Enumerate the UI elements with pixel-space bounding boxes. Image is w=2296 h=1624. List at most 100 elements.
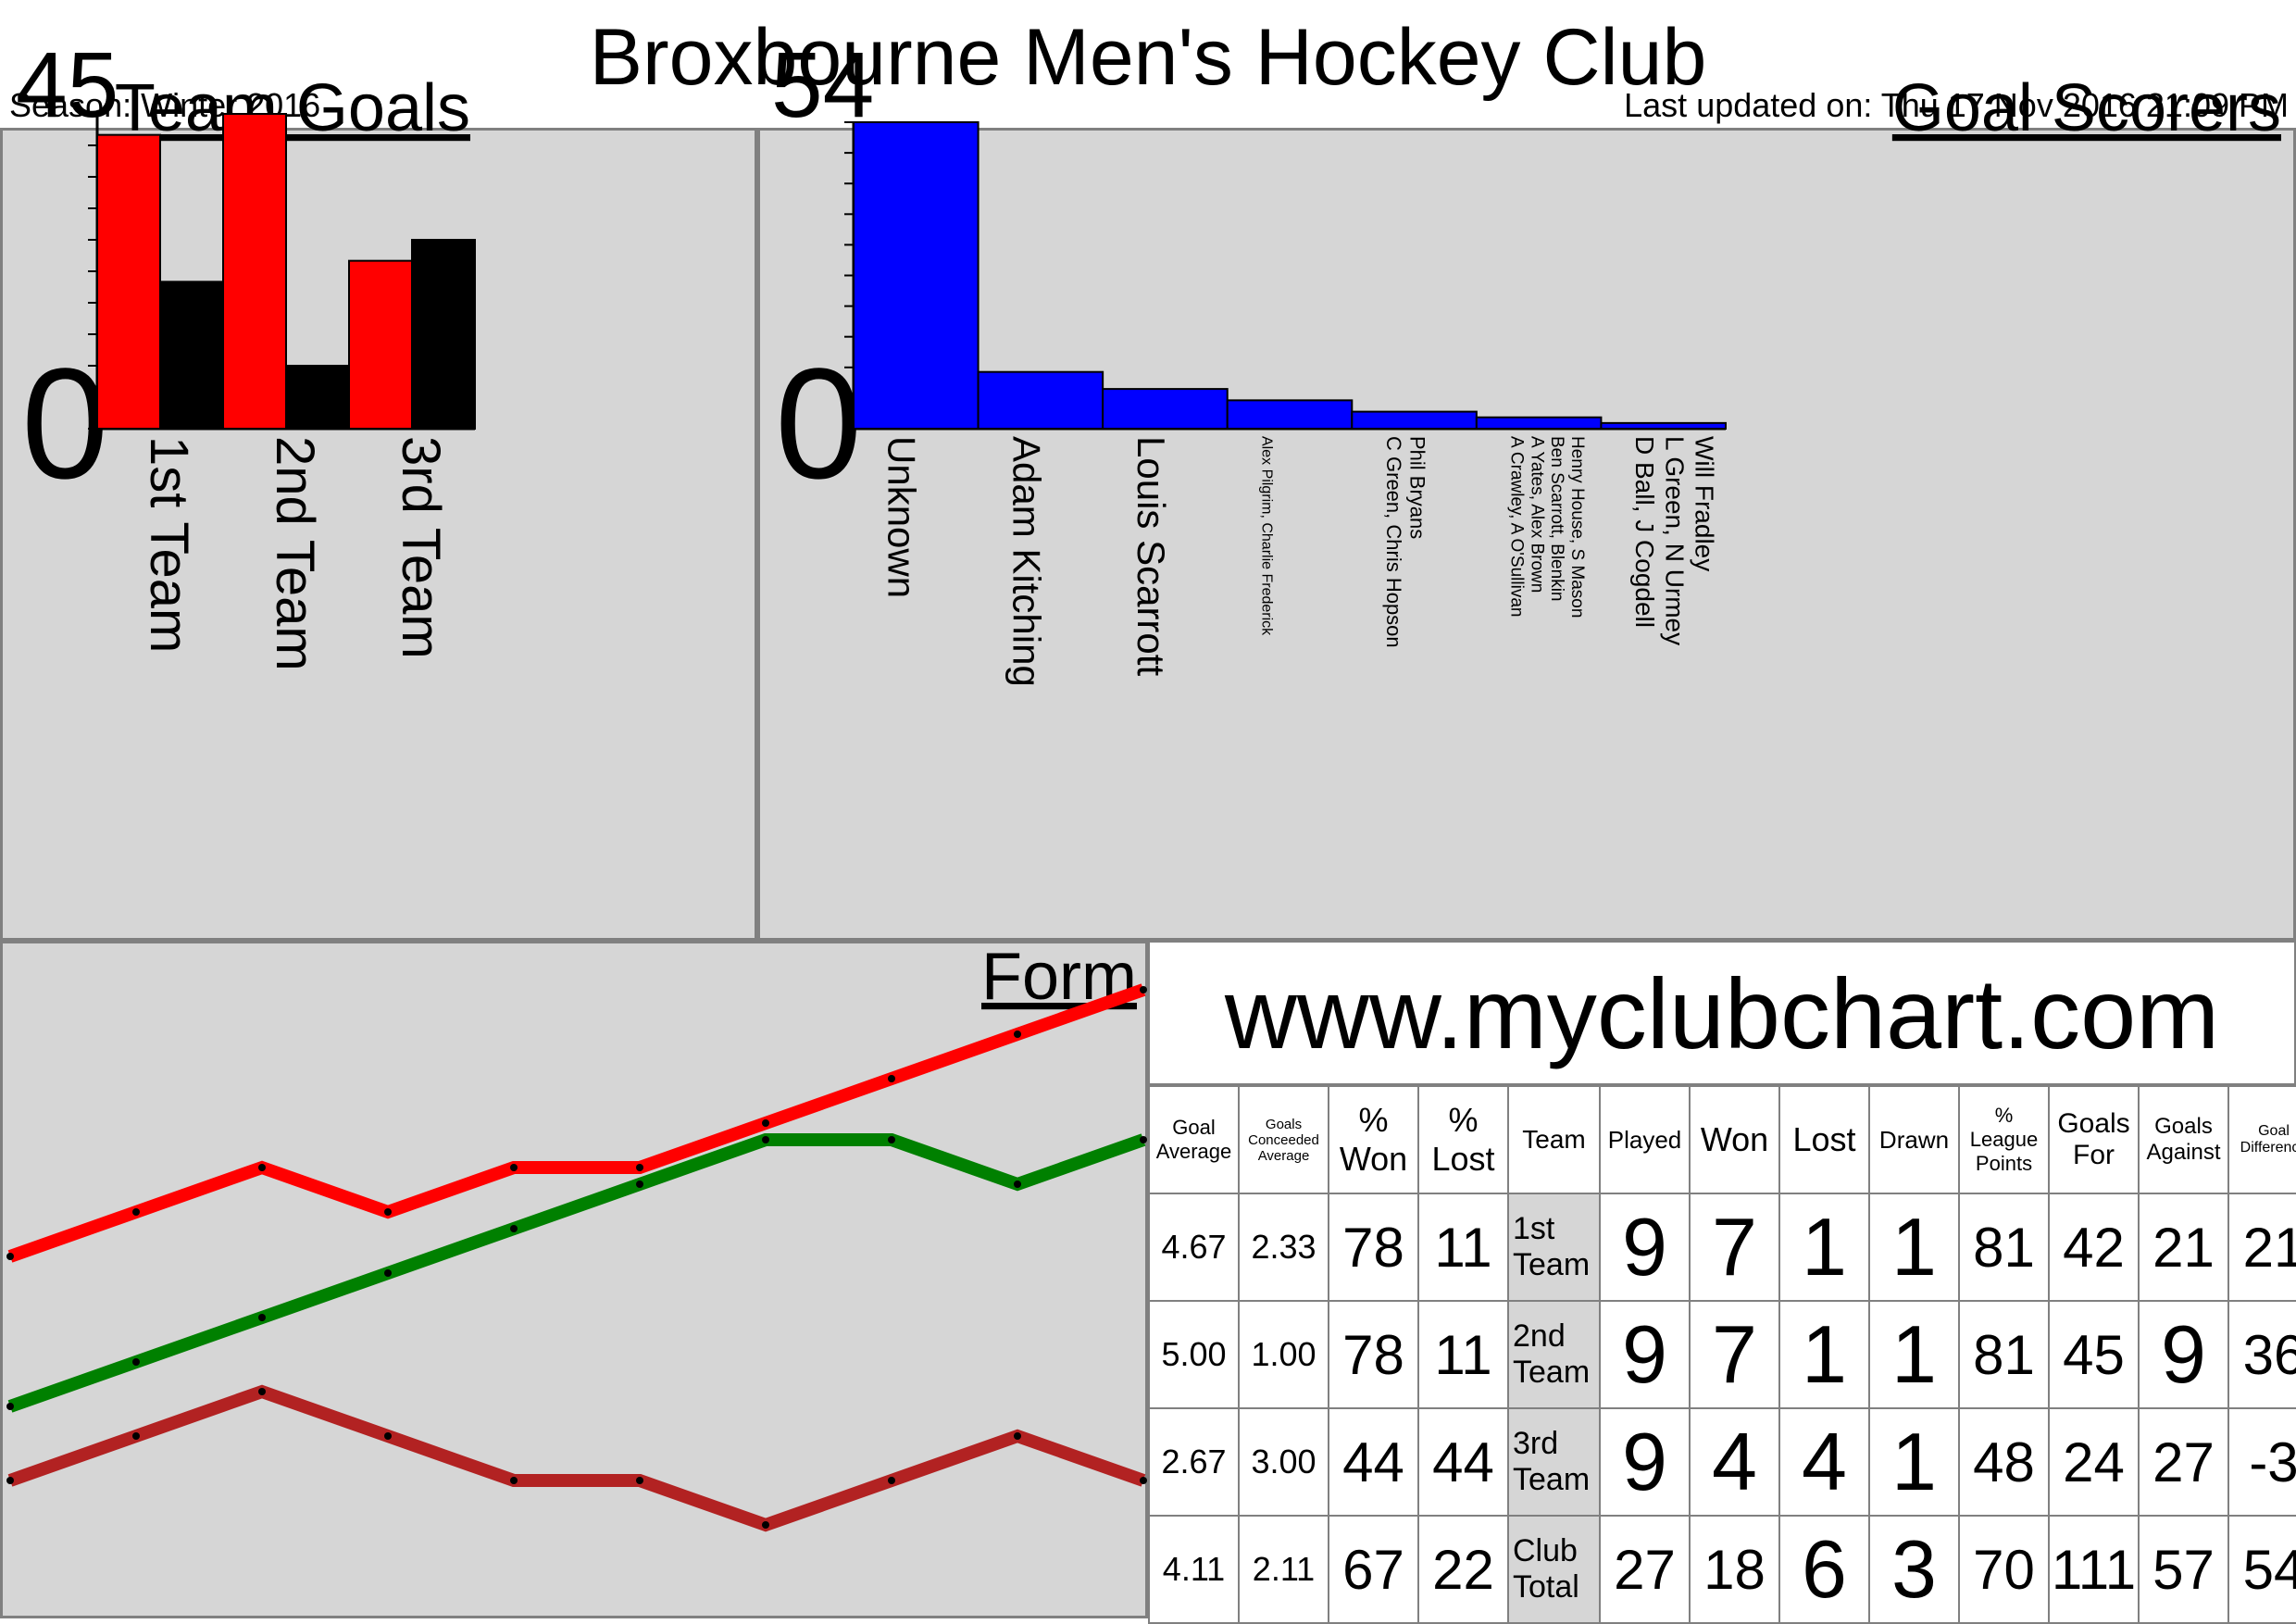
table-cell: 44 (1417, 1407, 1509, 1517)
table-cell: 1 (1868, 1193, 1960, 1302)
table-cell: 1 (1778, 1300, 1870, 1409)
column-header: % Lost (1417, 1085, 1509, 1194)
page-title: Broxbourne Men's Hockey Club (589, 13, 1707, 102)
table-cell: 78 (1328, 1193, 1419, 1302)
y-max-label: 54 (771, 33, 874, 137)
form-point (636, 1181, 643, 1188)
x-tick-label: 2nd Team (265, 436, 325, 671)
table-cell: 81 (1958, 1193, 2050, 1302)
last-updated-label: Last updated on: Thu 17 Nov 2016 21:09 P… (1624, 86, 2289, 124)
column-header: Goals Conceeded Average (1238, 1085, 1329, 1194)
table-cell: 2.11 (1238, 1515, 1329, 1624)
table-cell: 2nd Team (1507, 1300, 1601, 1409)
table-cell: 4.67 (1148, 1193, 1240, 1302)
table-cell: 78 (1328, 1300, 1419, 1409)
bar (285, 365, 350, 430)
form-point (258, 1388, 266, 1395)
bar (1600, 421, 1728, 430)
table-row: 2.67 3.00 44 44 3rd Team 9 4 4 1 48 24 27 -3 (1148, 1407, 2296, 1517)
form-point (6, 1253, 14, 1260)
column-header: Drawn (1868, 1085, 1960, 1194)
form-point (1140, 986, 1147, 993)
form-point (888, 1136, 895, 1143)
form-point (1140, 1136, 1147, 1143)
table-cell: 11 (1417, 1300, 1509, 1409)
x-tick-label: A Crawley, A O'Sullivan (1507, 436, 1527, 617)
table-cell: 27 (1599, 1515, 1691, 1624)
x-tick-label: 3rd Team (391, 436, 451, 659)
x-tick-label: Will Fradley (1691, 436, 1719, 571)
column-header: Team (1507, 1085, 1601, 1194)
y-min-label: 0 (21, 336, 109, 512)
form-point (6, 1403, 14, 1410)
x-tick-label: 1st Team (139, 436, 199, 653)
column-header: Lost (1778, 1085, 1870, 1194)
table-cell: 24 (2048, 1407, 2140, 1517)
table-cell: 1 (1868, 1300, 1960, 1409)
form-point (510, 1225, 518, 1232)
x-tick-label: Unknown (880, 436, 924, 598)
bar (96, 133, 161, 431)
table-cell: 5.00 (1148, 1300, 1240, 1409)
table-cell: 9 (2138, 1300, 2229, 1409)
table-cell: 1 (1868, 1407, 1960, 1517)
table-cell: 111 (2048, 1515, 2140, 1624)
form-point (384, 1208, 392, 1216)
table-cell: 70 (1958, 1515, 2050, 1624)
form-point (510, 1477, 518, 1484)
table-cell: 3 (1868, 1515, 1960, 1624)
table-cell: 7 (1689, 1300, 1780, 1409)
table-cell: 21 (2227, 1193, 2296, 1302)
table-cell: 42 (2048, 1193, 2140, 1302)
bar (411, 239, 476, 430)
table-cell: 3.00 (1238, 1407, 1329, 1517)
form-point (762, 1119, 769, 1127)
form-line (7, 983, 1146, 1263)
bar (853, 121, 980, 430)
form-point (1014, 1031, 1021, 1038)
x-tick-label: Alex Pilgrim, Charlie Frederick (1258, 436, 1274, 636)
form-point (888, 1477, 895, 1484)
x-tick-label: Henry House, S Mason (1567, 436, 1587, 618)
y-min-label: 0 (775, 336, 863, 512)
table-cell: 48 (1958, 1407, 2050, 1517)
column-header: % Won (1328, 1085, 1419, 1194)
form-point (636, 1477, 643, 1484)
goal-scorers-panel: Goal Scorers 54 0 Unknown Adam Kitching Louis… (757, 33, 2296, 941)
bar (977, 370, 1104, 430)
table-cell: 1 (1778, 1193, 1870, 1302)
x-tick-label: C Green, Chris Hopson (1382, 436, 1405, 648)
form-point (384, 1432, 392, 1440)
column-header: Won (1689, 1085, 1780, 1194)
form-point (1014, 1181, 1021, 1188)
table-cell: 11 (1417, 1193, 1509, 1302)
column-header: Goal Difference (2227, 1085, 2296, 1194)
form-point (1014, 1432, 1021, 1440)
table-cell: -3 (2227, 1407, 2296, 1517)
y-max-label: 45 (16, 33, 119, 137)
column-header: % League Points (1958, 1085, 2050, 1194)
goal-scorers-chart: Goal Scorers 54 0 Unknown Adam Kitching Louis… (771, 33, 2281, 687)
x-tick-label: Adam Kitching (1004, 436, 1048, 687)
form-point (6, 1477, 14, 1484)
chart-title: Goal Scorers (1892, 71, 2281, 145)
table-cell: 7 (1689, 1193, 1780, 1302)
table-cell: 1st Team (1507, 1193, 1601, 1302)
chart-title: Team Goals (115, 71, 470, 145)
table-cell: 3rd Team (1507, 1407, 1601, 1517)
form-point (132, 1432, 140, 1440)
table-cell: 2.33 (1238, 1193, 1329, 1302)
column-header: Played (1599, 1085, 1691, 1194)
table-cell: 4 (1689, 1407, 1780, 1517)
table-cell: 2.67 (1148, 1407, 1240, 1517)
table-cell: 18 (1689, 1515, 1780, 1624)
table-cell: 6 (1778, 1515, 1870, 1624)
bar (1102, 388, 1229, 430)
form-point (762, 1521, 769, 1529)
stats-header-row: Goal Average Goals Conceeded Average% Won… (1148, 1085, 2296, 1194)
column-header: Goals Against (2138, 1085, 2229, 1194)
bar (1475, 416, 1603, 431)
